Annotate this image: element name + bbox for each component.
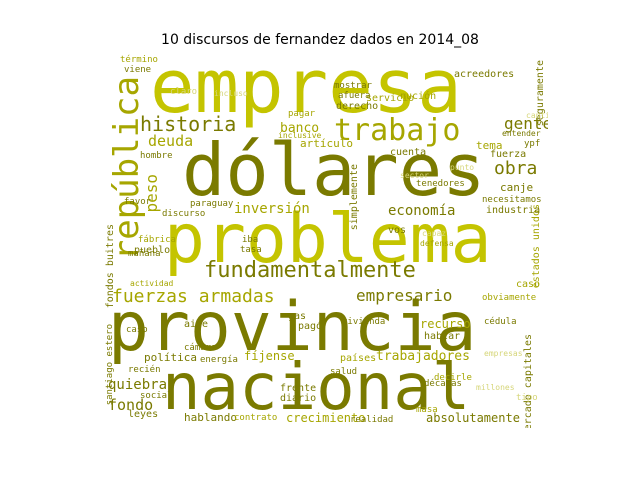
word-cuenta: cuenta (390, 147, 427, 158)
word-favor: favor (124, 197, 152, 207)
word-actividad: actividad (130, 279, 174, 288)
word-paises: países (340, 353, 377, 364)
word-canje: canje (500, 181, 534, 194)
word-fabrica: fábrica (138, 235, 176, 245)
word-trabajo: trabajo (334, 113, 461, 148)
word-ypf: ypf (524, 139, 541, 149)
word-recien: recién (128, 365, 161, 375)
word-economia: economía (388, 203, 456, 219)
word-hombre: hombre (140, 151, 173, 161)
word-absolutamente: absolutamente (426, 411, 520, 425)
word-cedula: cédula (484, 317, 517, 327)
word-inclusive: inclusive (278, 131, 322, 140)
word-afuera: afuera (338, 91, 371, 101)
word-salud: salud (330, 367, 358, 377)
word-cloud: empresa dólares problema provincia nacio… (104, 54, 548, 428)
word-cantidad: cantidad (526, 111, 548, 120)
word-entender: entender (502, 129, 541, 138)
word-manana: mañana (128, 249, 161, 259)
word-dolares: dólares (182, 128, 486, 212)
word-paraguay: paraguay (190, 199, 234, 209)
word-capaz: capaz (422, 229, 447, 238)
word-problema: problema (164, 200, 492, 279)
word-derecho: derecho (336, 101, 379, 112)
word-empresario: empresario (356, 286, 453, 305)
word-estados-unidos: estados unidos (531, 204, 542, 289)
word-empresas: empresas (484, 349, 523, 358)
word-recurso: recurso (420, 317, 471, 331)
word-fondos-buitres: fondos buitres (105, 224, 116, 309)
word-discurso: discurso (162, 209, 206, 219)
word-caso: caso (516, 279, 541, 290)
cloud-title: 10 discursos de fernandez dados en 2014_… (161, 32, 479, 48)
word-nacional: nacional (162, 351, 471, 425)
word-fijense: fíjense (244, 349, 295, 363)
word-obviamente: obviamente (482, 293, 537, 303)
word-deuda: deuda (148, 132, 194, 150)
word-inversion: inversión (234, 201, 310, 217)
word-caso2: caso (126, 325, 148, 335)
word-pagar: pagar (288, 109, 316, 119)
word-sector: sector (400, 171, 429, 180)
word-historia: historia (140, 112, 237, 136)
word-acreedores: acreedores (454, 69, 515, 80)
word-gas: gas (288, 311, 307, 322)
word-vivienda: vivienda (342, 317, 386, 327)
word-fundamentalmente: fundamentalmente (204, 258, 416, 283)
word-incluso: incluso (214, 89, 248, 98)
word-mostrar: mostrar (334, 81, 372, 91)
word-tipo: tipo (516, 393, 538, 403)
word-frente: frente (280, 383, 317, 394)
word-fondo: fondo (108, 396, 154, 414)
word-provincia: provincia (108, 288, 477, 367)
word-termino: término (120, 55, 158, 65)
word-crecimiento: crecimiento (286, 411, 366, 425)
word-tenedores: tenedores (416, 179, 465, 189)
word-claro: claro (170, 87, 198, 97)
word-millones: millones (476, 383, 515, 392)
word-viene: viene (124, 65, 152, 75)
word-trabajadores: trabajadores (376, 349, 470, 364)
word-aire: aire (184, 319, 209, 330)
word-fuerzas-armadas: fuerzas armadas (112, 286, 275, 307)
word-quiebra: quiebra (108, 377, 168, 393)
word-masa: masa (416, 405, 438, 415)
word-banco: banco (280, 121, 320, 136)
word-iba: iba (242, 235, 259, 245)
word-necesitamos: necesitamos (482, 195, 542, 205)
word-vos: vos (388, 225, 407, 236)
word-servicio: servicio (366, 93, 415, 104)
word-realidad: realidad (350, 415, 394, 425)
word-mercado-capitales: mercado capitales (523, 334, 534, 428)
word-santiago-estero: santiago estero (105, 324, 115, 406)
word-punto: punto (450, 163, 475, 172)
word-energia: energía (200, 355, 238, 365)
word-decadas: décadas (424, 379, 462, 389)
word-tasa: tasa (240, 245, 262, 255)
word-pago: pagó (298, 321, 323, 332)
word-tema: tema (476, 139, 503, 152)
word-politica: política (144, 351, 197, 364)
word-social: social (140, 391, 173, 401)
word-articulo: artículo (300, 137, 353, 150)
word-industria: industria (486, 205, 541, 216)
word-defensa: defensa (420, 239, 454, 248)
word-contrato: contrato (234, 413, 278, 423)
word-hablar: hablar (424, 331, 461, 342)
word-empresa: empresa (150, 54, 462, 130)
word-decirle: decirle (434, 373, 472, 383)
word-hablando: hablando (184, 411, 237, 424)
word-leyes: leyes (128, 409, 159, 420)
word-gente: gente (504, 114, 548, 133)
word-nucion: nución (400, 91, 437, 102)
word-simplemente: simplemente (349, 164, 360, 231)
word-fuerza: fuerza (490, 149, 527, 160)
word-diario: diario (280, 393, 317, 404)
word-pueblo: pueblo (134, 245, 171, 256)
word-camara: cámara (184, 343, 217, 353)
word-obra: obra (494, 158, 538, 179)
